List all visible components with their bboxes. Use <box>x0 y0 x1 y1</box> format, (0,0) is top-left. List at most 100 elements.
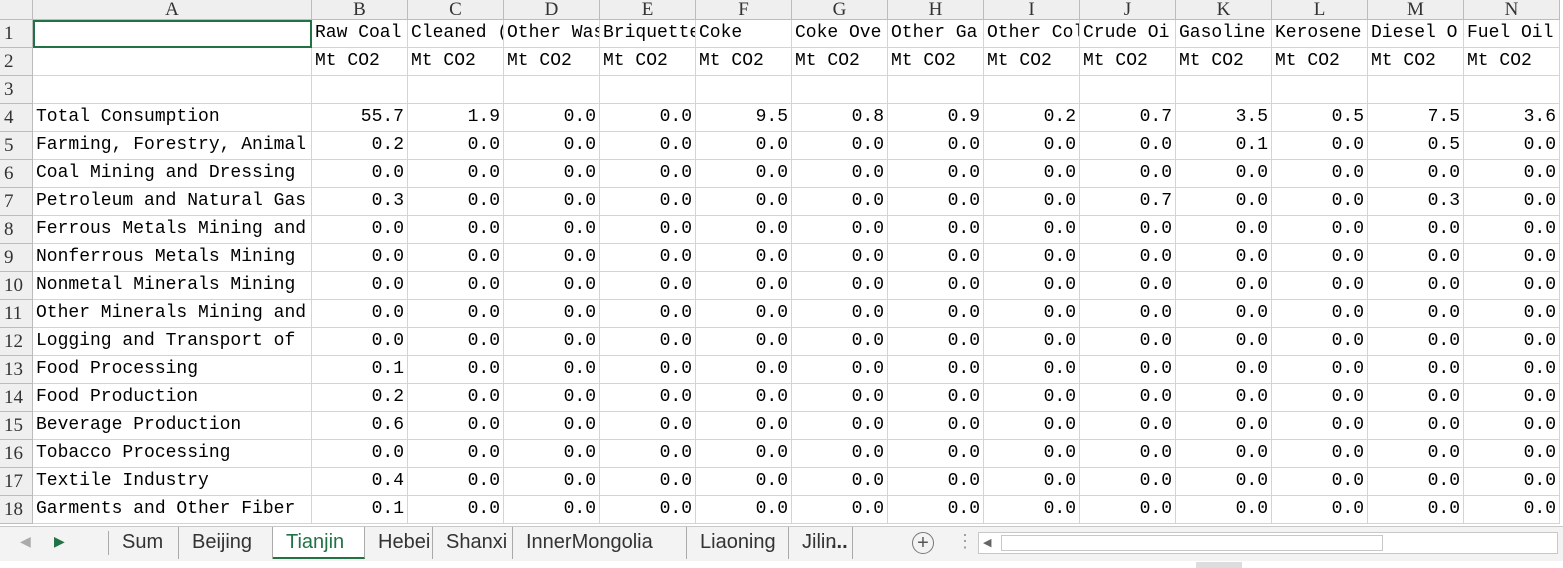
cell[interactable]: 0.0 <box>792 272 888 300</box>
cell[interactable]: 0.0 <box>696 160 792 188</box>
cell[interactable]: Mt CO2 <box>696 48 792 76</box>
cell[interactable]: 0.0 <box>696 328 792 356</box>
cell[interactable]: 0.0 <box>504 328 600 356</box>
cell[interactable]: 0.0 <box>1368 244 1464 272</box>
cell[interactable]: 0.0 <box>600 468 696 496</box>
row-label[interactable]: Petroleum and Natural Gas <box>33 188 312 216</box>
cell[interactable]: 0.0 <box>1176 272 1272 300</box>
cell[interactable] <box>1464 76 1560 104</box>
cell[interactable]: 0.0 <box>984 412 1080 440</box>
cell[interactable]: 0.0 <box>984 384 1080 412</box>
cell[interactable]: 0.0 <box>696 300 792 328</box>
column-header[interactable]: D <box>504 0 600 20</box>
column-header[interactable]: F <box>696 0 792 20</box>
cell[interactable]: 0.0 <box>1272 244 1368 272</box>
row-header[interactable]: 17 <box>0 468 33 496</box>
cell[interactable] <box>33 76 312 104</box>
cell[interactable]: 0.0 <box>408 300 504 328</box>
add-sheet-button[interactable]: + <box>912 532 934 554</box>
cell[interactable]: 0.0 <box>984 468 1080 496</box>
cell[interactable]: 0.0 <box>888 356 984 384</box>
row-header[interactable]: 11 <box>0 300 33 328</box>
cell[interactable]: 0.0 <box>600 356 696 384</box>
cell[interactable]: 0.2 <box>984 104 1080 132</box>
select-all[interactable] <box>0 0 33 20</box>
cell[interactable]: 0.0 <box>792 496 888 524</box>
cell[interactable]: Coke <box>696 20 792 48</box>
row-header[interactable]: 8 <box>0 216 33 244</box>
cell[interactable]: 0.0 <box>1464 160 1560 188</box>
cell[interactable]: 0.0 <box>1272 468 1368 496</box>
cell[interactable]: 0.0 <box>1464 468 1560 496</box>
cell[interactable]: 0.0 <box>504 384 600 412</box>
cell[interactable]: 0.0 <box>792 188 888 216</box>
cell[interactable]: 0.0 <box>888 300 984 328</box>
cell[interactable]: 0.0 <box>1080 160 1176 188</box>
column-header[interactable]: C <box>408 0 504 20</box>
column-header[interactable]: B <box>312 0 408 20</box>
cell[interactable]: 0.0 <box>408 356 504 384</box>
cell[interactable]: 0.0 <box>1080 412 1176 440</box>
cell[interactable]: 0.0 <box>1080 384 1176 412</box>
cell[interactable]: 0.0 <box>696 496 792 524</box>
cell[interactable]: 0.0 <box>1176 468 1272 496</box>
row-header[interactable]: 6 <box>0 160 33 188</box>
cell[interactable]: 0.0 <box>408 216 504 244</box>
cell[interactable]: 0.0 <box>312 272 408 300</box>
cell[interactable]: Mt CO2 <box>504 48 600 76</box>
more-tabs[interactable]: ... <box>831 531 848 553</box>
cell[interactable]: 0.0 <box>1080 440 1176 468</box>
row-header[interactable]: 2 <box>0 48 33 76</box>
row-label[interactable]: Ferrous Metals Mining and <box>33 216 312 244</box>
cell[interactable] <box>33 48 312 76</box>
cell[interactable]: 0.0 <box>1368 216 1464 244</box>
cell[interactable]: 0.0 <box>1272 328 1368 356</box>
cell[interactable]: 0.2 <box>312 384 408 412</box>
cell[interactable]: 0.0 <box>1464 496 1560 524</box>
cell[interactable]: 0.0 <box>696 440 792 468</box>
cell[interactable]: 0.0 <box>696 468 792 496</box>
cell[interactable]: Mt CO2 <box>888 48 984 76</box>
cell[interactable]: 0.0 <box>504 216 600 244</box>
cell[interactable]: Mt CO2 <box>1272 48 1368 76</box>
row-header[interactable]: 12 <box>0 328 33 356</box>
cell[interactable] <box>696 76 792 104</box>
cell[interactable]: 0.0 <box>1080 356 1176 384</box>
row-label[interactable]: Textile Industry <box>33 468 312 496</box>
cell[interactable]: 0.0 <box>504 244 600 272</box>
cell[interactable]: 0.0 <box>1080 244 1176 272</box>
sheet-tab[interactable]: Tianjin <box>273 527 365 559</box>
cell[interactable]: 0.0 <box>312 160 408 188</box>
cell[interactable]: 0.0 <box>504 160 600 188</box>
row-label[interactable]: Logging and Transport of <box>33 328 312 356</box>
cell[interactable]: 0.0 <box>1464 300 1560 328</box>
cell[interactable]: 0.0 <box>504 468 600 496</box>
cell[interactable]: 0.0 <box>504 412 600 440</box>
cell[interactable]: Mt CO2 <box>1176 48 1272 76</box>
cell[interactable]: Other Was <box>504 20 600 48</box>
cell[interactable]: 0.0 <box>1080 272 1176 300</box>
cell[interactable]: 3.5 <box>1176 104 1272 132</box>
row-label[interactable]: Garments and Other Fiber <box>33 496 312 524</box>
cell[interactable]: 0.0 <box>888 244 984 272</box>
cell[interactable]: 0.0 <box>504 440 600 468</box>
cell[interactable]: 0.0 <box>984 132 1080 160</box>
cell[interactable]: 0.0 <box>792 328 888 356</box>
cell[interactable]: 0.3 <box>1368 188 1464 216</box>
cell[interactable]: 0.5 <box>1272 104 1368 132</box>
cell[interactable]: 0.0 <box>312 244 408 272</box>
cell[interactable]: 0.0 <box>600 132 696 160</box>
cell[interactable]: 0.0 <box>1464 216 1560 244</box>
row-header[interactable]: 4 <box>0 104 33 132</box>
horizontal-scrollbar[interactable]: ◀ <box>978 532 1558 554</box>
cell[interactable]: 0.0 <box>792 468 888 496</box>
row-header[interactable]: 13 <box>0 356 33 384</box>
cell[interactable]: Mt CO2 <box>792 48 888 76</box>
cell[interactable]: 0.0 <box>888 272 984 300</box>
row-label[interactable]: Food Production <box>33 384 312 412</box>
cell[interactable]: Other Col <box>984 20 1080 48</box>
cell[interactable]: 0.0 <box>984 356 1080 384</box>
cell[interactable]: 0.0 <box>600 496 696 524</box>
cell[interactable]: Kerosene <box>1272 20 1368 48</box>
cell[interactable]: 0.0 <box>1464 244 1560 272</box>
